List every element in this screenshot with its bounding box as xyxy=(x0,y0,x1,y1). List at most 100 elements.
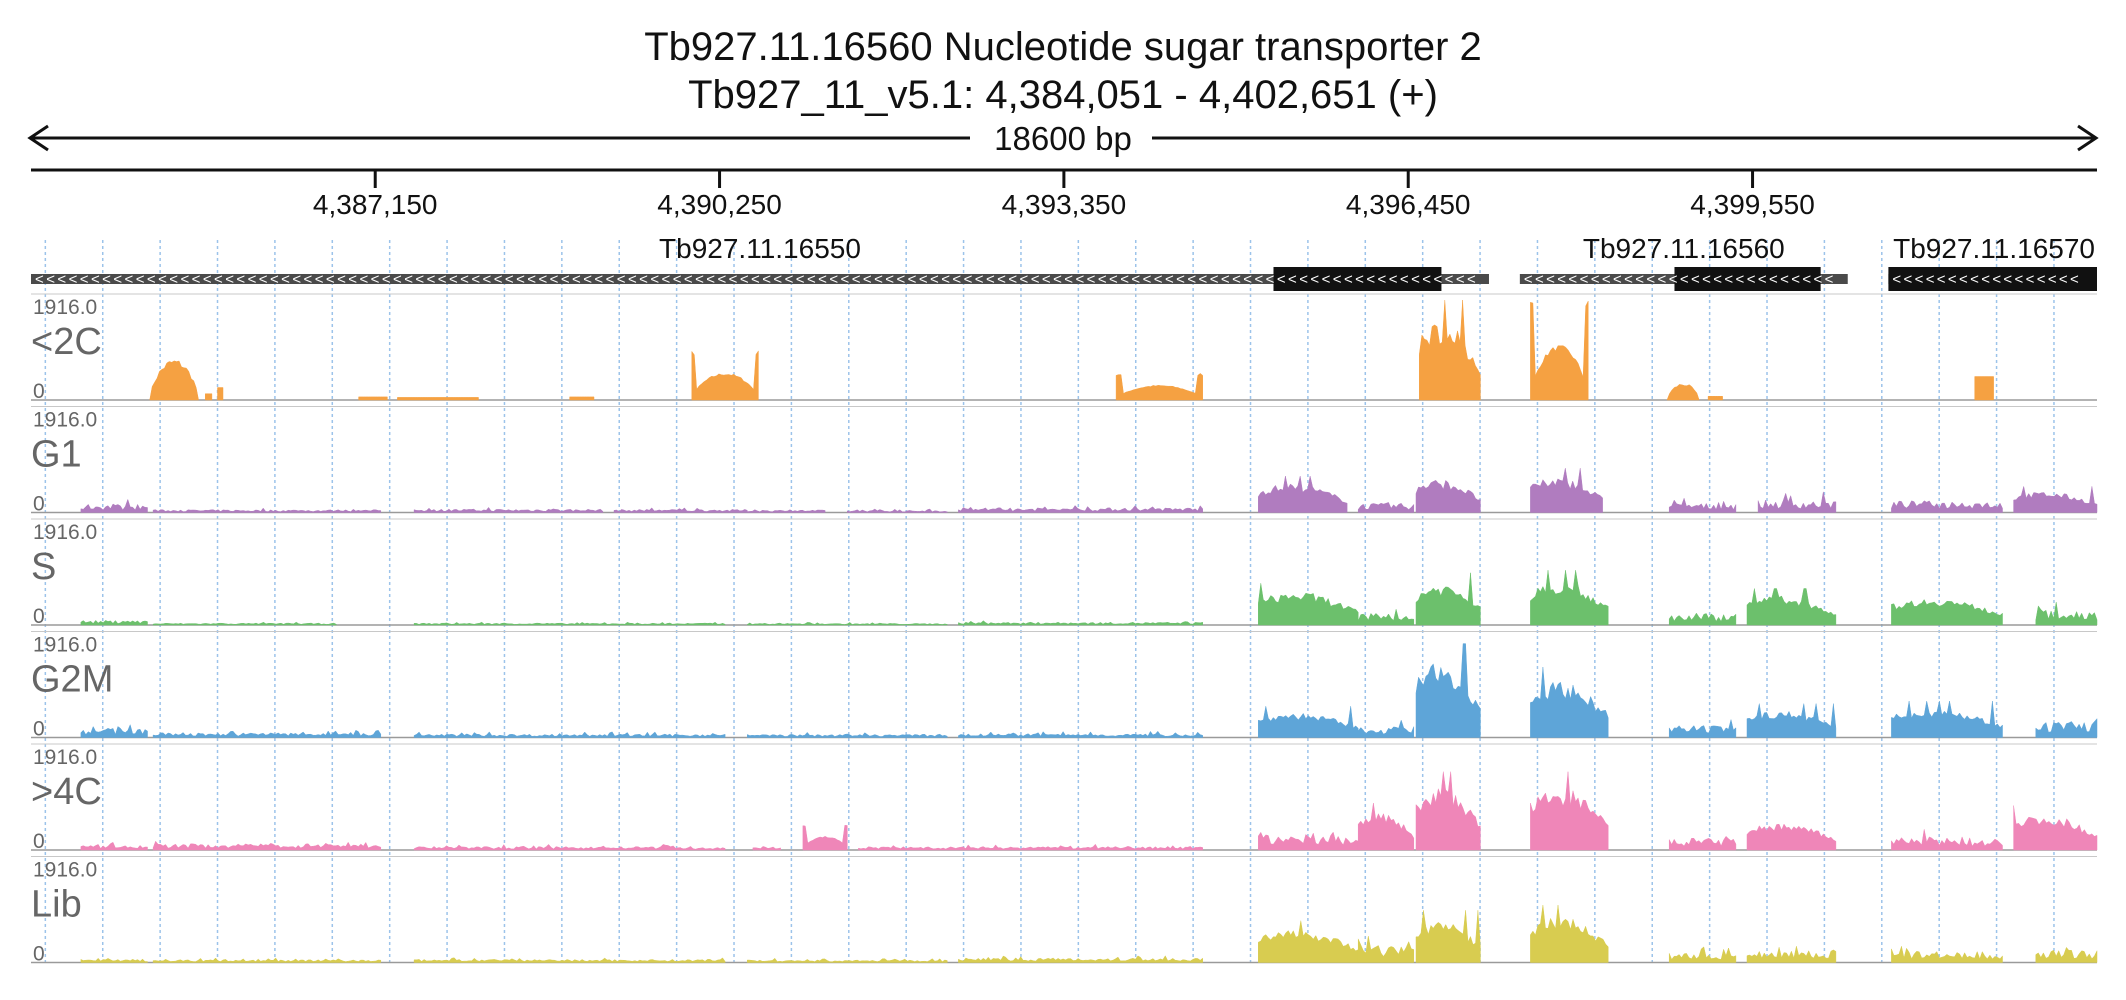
coverage-peak xyxy=(1419,299,1481,401)
coverage-peak xyxy=(2013,486,2098,513)
coverage-peak xyxy=(747,509,826,513)
coverage-peak xyxy=(1668,946,1737,963)
coverage-peak xyxy=(1757,491,1837,513)
coverage-peak xyxy=(1974,376,1994,401)
coverage-peak xyxy=(1258,831,1359,851)
coverage-peak xyxy=(1024,505,1203,513)
x-tick-label: 4,396,450 xyxy=(1346,189,1471,220)
coverage-peak xyxy=(358,396,388,401)
track-<2C: 1916.0 0 <2C xyxy=(31,293,2097,403)
coverage-peak xyxy=(413,957,726,963)
coverage-peak xyxy=(1357,719,1415,738)
track-G2M: 1916.0 0 G2M xyxy=(31,631,2098,741)
coverage-peak xyxy=(1357,935,1415,963)
coverage-peak xyxy=(1668,497,1737,513)
track-name-label: <2C xyxy=(31,321,102,363)
coverage-peak xyxy=(152,957,382,963)
span-length-label: 18600 bp xyxy=(994,120,1132,157)
coverage-peak xyxy=(1668,719,1737,738)
track-max-label: 1916.0 xyxy=(33,746,97,769)
gene-utr-bar xyxy=(31,274,1489,284)
x-axis-ticks: 4,387,150 4,390,250 4,393,350 4,396,450 4,39… xyxy=(313,170,1815,220)
gene-Tb927.11.16560[interactable]: <<<<<<<<<<<<<<<<<<<<<<<<<<<<Tb927.11.165… xyxy=(1519,233,1848,291)
x-tick-label: 4,390,250 xyxy=(657,189,782,220)
track-S: 1916.0 0 S xyxy=(31,518,2098,628)
track-max-label: 1916.0 xyxy=(33,296,97,319)
coverage-peak xyxy=(747,957,948,963)
coverage-peak xyxy=(1530,468,1603,513)
x-tick-label: 4,399,550 xyxy=(1690,189,1815,220)
right-arrowhead-icon xyxy=(2077,124,2099,152)
coverage-peak xyxy=(1891,700,2003,738)
coverage-peak xyxy=(80,957,148,963)
track-min-label: 0 xyxy=(33,943,45,966)
coverage-peak xyxy=(1258,920,1359,963)
coverage-peak xyxy=(691,350,759,401)
coverage-peak xyxy=(1530,666,1609,738)
coverage-peak xyxy=(747,622,948,626)
coverage-peak xyxy=(149,360,199,401)
strand-chevrons: <<<<<<<<<<<<<<<<< xyxy=(1892,271,2079,288)
coverage-peak xyxy=(1415,479,1481,513)
coverage-peak xyxy=(397,397,479,401)
gene-Tb927.11.16550[interactable]: <<<<<<<<<<<<<<<<<<<<<<<<<<<<<<<<<<<<<<<<… xyxy=(31,233,1489,291)
track-max-label: 1916.0 xyxy=(33,859,97,882)
figure-title: Tb927.11.16560 Nucleotide sugar transpor… xyxy=(644,25,1482,69)
coverage-tracks: 1916.00<2C1916.00G11916.00S1916.00G2M191… xyxy=(31,293,2098,966)
coverage-peak xyxy=(958,730,1203,738)
coverage-peak xyxy=(847,508,948,513)
gene-name-label: Tb927.11.16560 xyxy=(1583,233,1785,264)
coverage-peak xyxy=(152,840,382,851)
track-min-label: 0 xyxy=(33,830,45,853)
track-Lib: 1916.0 0 Lib xyxy=(31,856,2098,966)
coverage-peak xyxy=(747,732,948,738)
gene-name-label: Tb927.11.16550 xyxy=(659,233,861,264)
coverage-peak xyxy=(1415,572,1481,626)
gene-annotation-track: <<<<<<<<<<<<<<<<< <<<<<<<<<<<<<<<<<<<<<<<… xyxy=(31,233,2097,291)
track-min-label: 0 xyxy=(33,718,45,741)
coverage-peak xyxy=(1258,583,1359,626)
coverage-peak xyxy=(1357,802,1415,851)
coverage-peak xyxy=(1357,502,1415,513)
coverage-peak xyxy=(1746,946,1837,963)
coverage-peak xyxy=(1666,384,1700,401)
coverage-peak xyxy=(1258,475,1348,513)
track-G1: 1916.0 0 G1 xyxy=(31,406,2098,516)
track-name-label: Lib xyxy=(31,884,82,926)
coverage-peak xyxy=(613,507,748,513)
coverage-peak xyxy=(1415,771,1481,851)
coverage-peak xyxy=(569,396,595,401)
coverage-peak xyxy=(2013,805,2098,851)
coverage-peak xyxy=(205,393,213,401)
track-max-label: 1916.0 xyxy=(33,521,97,544)
coverage-peak xyxy=(413,621,726,626)
coverage-peak xyxy=(1258,706,1359,738)
coverage-peak xyxy=(80,723,148,738)
gene-cds-block xyxy=(1888,267,2097,291)
track-min-label: 0 xyxy=(33,380,45,403)
coverage-peak xyxy=(1530,771,1609,851)
track-name-label: S xyxy=(31,546,56,588)
coverage-peak xyxy=(958,955,1203,963)
gene-Tb927.11.16570[interactable]: <<<<<<<<<<<<<<<<< Tb927.11.16570 xyxy=(1888,233,2097,291)
coverage-peak xyxy=(2035,601,2098,626)
track-name-label: G2M xyxy=(31,659,113,701)
coverage-peak xyxy=(152,507,382,513)
coverage-peak xyxy=(858,843,1203,851)
coverage-peak xyxy=(1746,703,1837,738)
coverage-peak xyxy=(680,846,726,851)
coverage-peak xyxy=(802,825,848,851)
track-max-label: 1916.0 xyxy=(33,634,97,657)
track-min-label: 0 xyxy=(33,605,45,628)
track-min-label: 0 xyxy=(33,493,45,516)
coverage-peak xyxy=(1530,300,1589,401)
gene-cds-block xyxy=(1273,267,1442,291)
coverage-peak xyxy=(1746,823,1837,851)
coverage-peak xyxy=(2035,718,2098,738)
coverage-peak xyxy=(80,841,148,851)
coverage-peak xyxy=(1415,643,1481,738)
gene-name-label: Tb927.11.16570 xyxy=(1893,233,2095,264)
coverage-peak xyxy=(152,729,382,738)
track-name-label: >4C xyxy=(31,771,102,813)
